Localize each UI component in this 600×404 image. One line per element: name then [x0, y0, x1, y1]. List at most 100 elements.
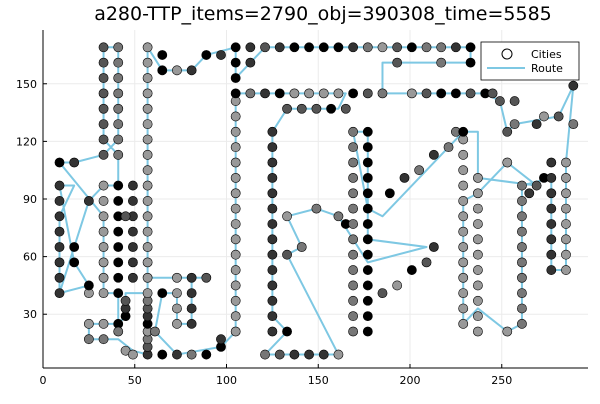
city-point: [502, 326, 513, 337]
city-point: [201, 50, 212, 60]
city-point: [517, 196, 527, 206]
chart-title: a280-TTP_items=2790_obj=390308_time=5585: [94, 3, 552, 25]
city-point: [98, 272, 109, 283]
city-point: [98, 180, 109, 191]
city-point: [458, 196, 469, 206]
city-point: [311, 203, 322, 214]
city-point: [113, 326, 124, 337]
city-point: [201, 272, 212, 283]
city-point: [98, 88, 109, 99]
city-point: [113, 149, 124, 160]
city-point: [245, 88, 256, 99]
city-point: [531, 180, 542, 191]
city-point: [267, 188, 278, 199]
city-point: [561, 265, 571, 275]
city-point: [362, 280, 373, 291]
city-point: [230, 295, 241, 306]
city-point: [69, 242, 80, 252]
city-point: [267, 311, 278, 322]
city-point: [142, 257, 153, 268]
city-point: [421, 257, 432, 268]
city-point: [150, 326, 160, 337]
city-point: [113, 288, 124, 299]
city-point: [142, 226, 153, 237]
city-point: [458, 303, 469, 314]
city-point: [230, 326, 241, 337]
city-point: [142, 165, 153, 176]
city-point: [304, 349, 314, 360]
city-point: [267, 295, 278, 306]
city-point: [436, 88, 447, 99]
city-point: [230, 157, 241, 168]
city-point: [546, 172, 557, 183]
city-point: [267, 265, 278, 275]
city-point: [157, 50, 168, 60]
city-point: [142, 211, 153, 222]
city-point: [230, 203, 241, 214]
city-point: [348, 172, 359, 183]
city-point: [348, 157, 359, 168]
city-point: [377, 288, 388, 299]
city-point: [282, 103, 292, 114]
city-point: [128, 196, 138, 206]
city-point: [465, 57, 476, 68]
city-point: [274, 88, 285, 99]
city-point: [230, 265, 241, 275]
city-point: [553, 111, 564, 122]
city-point: [428, 149, 439, 160]
city-point: [113, 226, 124, 237]
city-point: [260, 349, 270, 360]
city-point: [69, 257, 80, 268]
city-point: [458, 211, 469, 222]
city-point: [304, 88, 314, 99]
city-point: [458, 180, 469, 191]
city-point: [267, 326, 278, 337]
city-point: [282, 249, 292, 260]
city-point: [186, 303, 197, 314]
city-point: [539, 111, 549, 122]
city-point: [362, 295, 373, 306]
city-point: [568, 119, 579, 130]
city-point: [98, 57, 109, 68]
city-point: [450, 42, 461, 53]
city-point: [450, 88, 461, 99]
city-point: [172, 318, 182, 329]
city-point: [267, 142, 278, 153]
city-point: [546, 188, 557, 199]
city-point: [186, 288, 197, 299]
city-point: [98, 119, 109, 130]
city-point: [362, 249, 373, 260]
city-point: [517, 272, 527, 283]
city-point: [113, 119, 124, 130]
city-point: [83, 318, 94, 329]
city-point: [472, 203, 483, 214]
city-point: [142, 57, 153, 68]
city-point: [362, 265, 373, 275]
city-point: [113, 272, 124, 283]
city-point: [98, 257, 109, 268]
city-point: [546, 234, 557, 245]
city-point: [267, 234, 278, 245]
city-point: [98, 134, 109, 145]
city-point: [128, 180, 138, 191]
city-point: [230, 42, 241, 53]
city-point: [333, 211, 344, 222]
city-point: [230, 126, 241, 137]
city-point: [377, 42, 388, 53]
legend: Cities Route: [480, 41, 580, 81]
city-point: [348, 326, 359, 337]
city-point: [348, 42, 359, 53]
city-point: [83, 334, 94, 345]
city-point: [362, 326, 373, 337]
city-point: [282, 326, 292, 337]
city-point: [348, 265, 359, 275]
city-point: [392, 57, 403, 68]
city-point: [230, 111, 241, 122]
city-point: [517, 257, 527, 268]
city-point: [260, 88, 270, 99]
city-point: [157, 288, 168, 299]
city-point: [230, 88, 241, 99]
city-point: [472, 326, 483, 337]
city-point: [201, 349, 212, 360]
city-point: [260, 42, 270, 53]
